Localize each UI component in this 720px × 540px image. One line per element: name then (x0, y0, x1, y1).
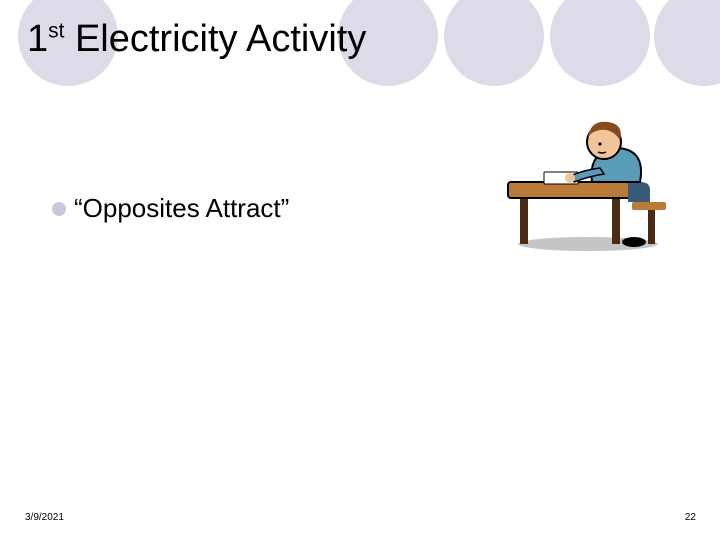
clipart-svg (500, 112, 676, 252)
slide-title: 1st Electricity Activity (27, 18, 366, 61)
bullet-dot-icon (52, 202, 66, 216)
decor-circle (444, 0, 544, 86)
title-ordinal-number: 1 (27, 18, 48, 60)
clipart-boy-at-desk (500, 112, 676, 252)
background-circles (0, 0, 720, 540)
footer-date: 3/9/2021 (25, 512, 64, 523)
title-rest: Electricity Activity (64, 18, 366, 60)
decor-circle (550, 0, 650, 86)
footer-page-number: 22 (685, 512, 696, 523)
bullet-item: “Opposites Attract” (52, 193, 289, 224)
bullet-text: “Opposites Attract” (74, 193, 289, 224)
decor-circle (654, 0, 720, 86)
title-ordinal-suffix: st (48, 19, 64, 42)
